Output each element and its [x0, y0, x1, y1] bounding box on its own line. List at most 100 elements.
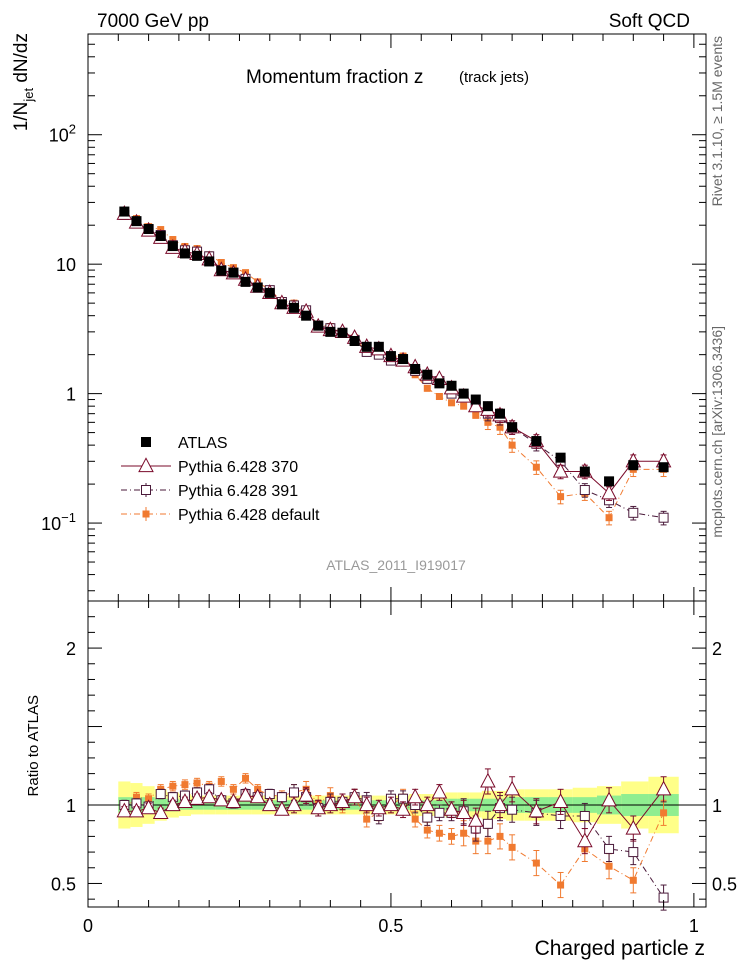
data-point [508, 441, 516, 449]
ratio-point [484, 837, 492, 845]
ratio-point [276, 792, 287, 803]
x-tick-label: 0.5 [378, 916, 403, 936]
ratio-point [504, 780, 520, 796]
data-point [385, 351, 396, 362]
ratio-point [557, 881, 565, 889]
ratio-point [496, 832, 504, 840]
ratio-point [217, 777, 225, 785]
legend-marker [142, 510, 150, 518]
data-point [628, 507, 639, 518]
ratio-point [528, 802, 545, 818]
data-point [601, 484, 617, 500]
ratio-point [628, 847, 639, 858]
data-point [495, 408, 505, 419]
ratio-point [576, 832, 593, 848]
data-point [313, 320, 324, 331]
data-point [240, 276, 251, 287]
data-point [410, 363, 421, 374]
data-point [252, 282, 263, 293]
legend-label: ATLAS [178, 435, 228, 452]
data-point [361, 341, 372, 352]
data-point [131, 216, 142, 227]
data-point [605, 514, 613, 522]
ratio-point [507, 804, 518, 815]
ratio-point [242, 774, 250, 782]
data-point [398, 354, 409, 365]
ratio-point [431, 783, 448, 799]
plot-title: Momentum fraction z [246, 67, 423, 88]
ratio-point [164, 796, 181, 812]
ratio-point [407, 788, 424, 804]
ratio-point [128, 802, 145, 818]
ratio-point [422, 812, 433, 823]
y-tick-label: 10 [56, 255, 76, 275]
ratio-point [201, 788, 218, 804]
data-point [276, 299, 287, 310]
ratio-point [482, 818, 493, 829]
ratio-point [310, 799, 327, 815]
ratio-point [552, 793, 569, 808]
data-point [434, 378, 445, 389]
data-point [167, 241, 178, 252]
ratio-point [152, 804, 169, 819]
data-point [423, 384, 431, 392]
y-tick-label: 1 [66, 385, 76, 405]
ratio-point [213, 791, 230, 807]
data-point [446, 380, 457, 391]
data-point [435, 393, 443, 401]
data-point [532, 463, 540, 471]
ratio-point [346, 788, 363, 804]
legend-label: Pythia 6.428 370 [178, 459, 298, 476]
ratio-point [423, 826, 431, 834]
data-point [555, 452, 566, 463]
ratio-series-pythia-6-428-370 [116, 768, 672, 855]
source-label: mcplots.cern.ch [arXiv:1306.3436] [709, 326, 725, 538]
ratio-point [169, 782, 177, 790]
ratio-point [435, 829, 443, 837]
data-point [460, 402, 468, 410]
data-point [448, 399, 456, 407]
y-tick-label: 102 [49, 122, 76, 146]
x-tick-label: 0 [83, 916, 93, 936]
ratio-point [605, 862, 613, 870]
x-tick-label: 1 [689, 916, 699, 936]
ratio-point [132, 793, 140, 801]
data-point [579, 466, 590, 477]
ratio-point [411, 815, 419, 823]
analysis-watermark: ATLAS_2011_I919017 [326, 557, 466, 573]
ratio-point [274, 800, 290, 816]
data-point [628, 460, 639, 471]
legend-entry-2: Pythia 6.428 370 [121, 457, 298, 476]
ratio-point [145, 795, 153, 803]
ratio-y-tick-label-left: 1 [66, 796, 76, 816]
ratio-point [334, 793, 351, 808]
ratio-point [467, 811, 484, 827]
ratio-point [177, 793, 193, 808]
x-axis-label: Charged particle z [535, 937, 705, 960]
data-point [604, 476, 615, 487]
data-point [119, 206, 130, 217]
ratio-ylabel: Ratio to ATLAS [25, 695, 42, 796]
ratio-y-tick-label-right: 2 [712, 639, 722, 659]
data-point [458, 388, 469, 399]
data-point [557, 493, 565, 501]
data-point [179, 248, 190, 259]
ratio-point [298, 786, 314, 802]
ratio-point [358, 796, 375, 812]
data-point [228, 267, 239, 278]
ratio-y-tick-label-right: 0.5 [712, 874, 737, 894]
ratio-point [225, 793, 242, 808]
ratio-point [492, 796, 508, 812]
data-point [155, 231, 166, 242]
ratio-point [629, 876, 637, 884]
legend-entry-3: Pythia 6.428 391 [121, 483, 298, 500]
data-point [484, 418, 492, 426]
ratio-point [189, 789, 205, 805]
data-point [470, 394, 481, 405]
data-point [349, 335, 360, 346]
data-point [482, 401, 493, 412]
data-point [325, 326, 336, 337]
ratio-point [395, 800, 411, 816]
ratio-point [601, 791, 617, 807]
